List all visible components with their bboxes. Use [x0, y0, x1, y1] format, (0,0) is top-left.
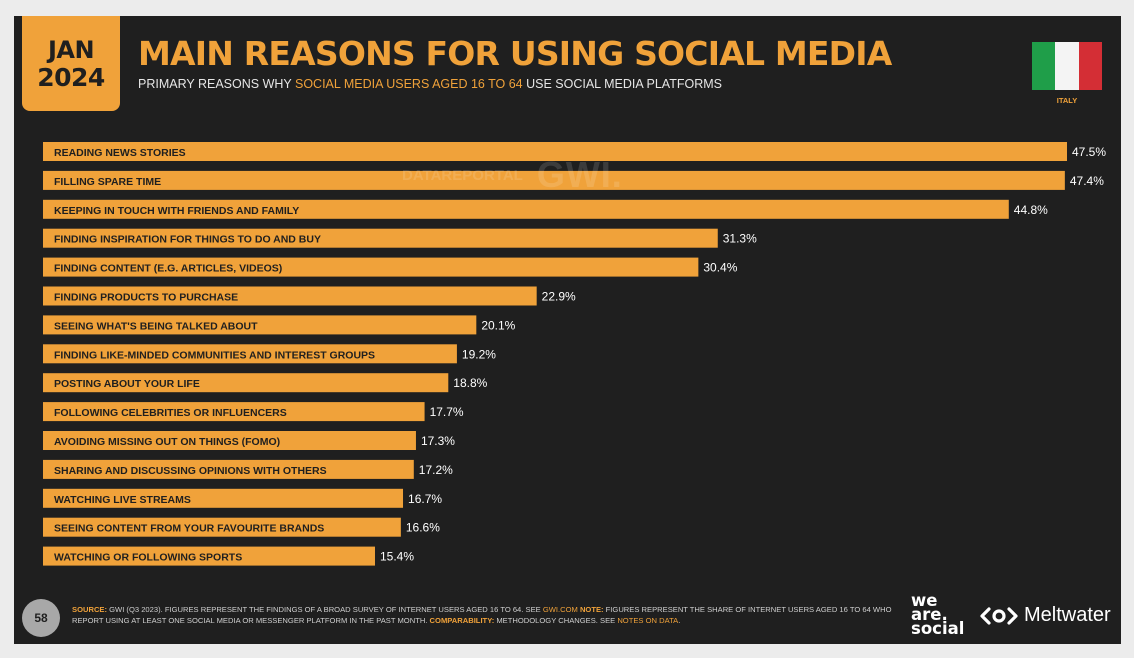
bar-category-label: FILLING SPARE TIME: [54, 176, 161, 188]
bar-category-label: POSTING ABOUT YOUR LIFE: [54, 378, 200, 390]
country-label: ITALY: [1056, 96, 1078, 105]
date-month: JAN: [47, 35, 95, 64]
meltwater-logo: Meltwater: [980, 604, 1111, 627]
bar: [43, 142, 1067, 161]
bar-category-label: READING NEWS STORIES: [54, 147, 186, 159]
comparability-label: COMPARABILITY:: [429, 616, 495, 625]
bar: [43, 344, 457, 364]
page-subtitle: PRIMARY REASONS WHY SOCIAL MEDIA USERS A…: [138, 77, 722, 91]
source-text: GWI (Q3 2023). FIGURES REPRESENT THE FIN…: [107, 605, 543, 614]
watermark-gwi: GWI.: [536, 154, 623, 195]
bar: [43, 257, 699, 277]
bar: [43, 228, 718, 248]
bar-category-label: FOLLOWING CELEBRITIES OR INFLUENCERS: [54, 407, 287, 419]
bar: [43, 402, 425, 422]
source-link[interactable]: GWI.COM: [542, 605, 578, 614]
date-badge: JAN 2024: [22, 16, 120, 111]
note-label: NOTE:: [577, 605, 604, 614]
bar: [43, 517, 401, 537]
date-year: 2024: [37, 62, 105, 92]
bar-category-label: SEEING WHAT'S BEING TALKED ABOUT: [54, 320, 258, 332]
brand-line-2: are.: [911, 605, 948, 624]
meltwater-mark-icon: [980, 606, 1018, 625]
page-number: 58: [22, 599, 60, 637]
flag-stripe-red: [1078, 42, 1102, 90]
flag-stripe-white: [1055, 42, 1079, 90]
page-title: MAIN REASONS FOR USING SOCIAL MEDIA: [138, 34, 892, 73]
comparability-text: METHODOLOGY CHANGES. SEE: [494, 616, 618, 625]
flag-stripe-green: [1032, 42, 1056, 90]
subtitle-pre: PRIMARY REASONS WHY: [138, 77, 295, 91]
bar-value-label: 16.6%: [406, 521, 440, 535]
we-are-social-logo: we are. social: [911, 591, 965, 638]
bar: [43, 546, 375, 566]
slide: JAN 2024 MAIN REASONS FOR USING SOCIAL M…: [14, 16, 1121, 644]
bar-category-label: KEEPING IN TOUCH WITH FRIENDS AND FAMILY: [54, 205, 299, 217]
bar-value-label: 47.5%: [1072, 145, 1106, 159]
notes-on-data-link[interactable]: NOTES ON DATA: [617, 616, 679, 625]
bar: [43, 170, 1065, 190]
bar: [43, 431, 416, 450]
bar-value-label: 19.2%: [462, 347, 496, 361]
bar-value-label: 30.4%: [703, 261, 737, 275]
bar-value-label: 17.7%: [430, 405, 464, 419]
note-text: FIGURES REPRESENT THE SHARE OF INTERNET …: [72, 605, 892, 625]
bar-value-label: 22.9%: [542, 290, 576, 304]
brand-line-3: social: [911, 619, 965, 638]
brand-line-1: we: [911, 591, 938, 610]
bar-category-label: FINDING CONTENT (E.G. ARTICLES, VIDEOS): [54, 263, 282, 275]
meltwater-wordmark: Meltwater: [1024, 604, 1111, 626]
bar-category-label: FINDING LIKE-MINDED COMMUNITIES AND INTE…: [54, 349, 375, 361]
bar-category-label: FINDING INSPIRATION FOR THINGS TO DO AND…: [54, 234, 321, 246]
bar-value-label: 44.8%: [1014, 203, 1048, 217]
bar-value-label: 17.3%: [421, 434, 455, 448]
bar-value-label: 20.1%: [481, 318, 515, 332]
bar: [43, 459, 414, 479]
bar-value-label: 15.4%: [380, 550, 414, 564]
bar-value-label: 31.3%: [723, 232, 757, 246]
bar-category-label: WATCHING OR FOLLOWING SPORTS: [54, 552, 242, 564]
comparability-end: .: [678, 616, 681, 625]
bar-value-label: 17.2%: [419, 463, 453, 477]
subtitle-post: USE SOCIAL MEDIA PLATFORMS: [522, 77, 722, 91]
source-label: SOURCE:: [72, 605, 108, 614]
watermark-datareportal: DATAREPORTAL: [402, 166, 523, 184]
bar-category-label: FINDING PRODUCTS TO PURCHASE: [54, 292, 238, 304]
bar-category-label: AVOIDING MISSING OUT ON THINGS (FOMO): [54, 436, 280, 448]
bar-value-label: 47.4%: [1070, 174, 1104, 188]
bar: [43, 315, 477, 335]
bar: [43, 286, 537, 306]
bar: [43, 488, 404, 508]
bar-value-label: 18.8%: [453, 376, 487, 390]
bar-category-label: SHARING AND DISCUSSING OPINIONS WITH OTH…: [54, 465, 327, 477]
footnote: SOURCE: GWI (Q3 2023). FIGURES REPRESENT…: [72, 604, 904, 626]
italy-flag-icon: [1032, 42, 1102, 90]
bar-category-label: SEEING CONTENT FROM YOUR FAVOURITE BRAND…: [54, 523, 324, 535]
bar-value-label: 16.7%: [408, 492, 442, 506]
subtitle-highlight: SOCIAL MEDIA USERS AGED 16 TO 64: [294, 77, 523, 91]
bar: [43, 373, 449, 393]
bar: [43, 199, 1009, 219]
bar-chart: READING NEWS STORIES 47.5% FILLING SPARE T…: [43, 142, 1106, 566]
watermark: DATAREPORTAL GWI.: [402, 154, 623, 196]
bar-category-label: WATCHING LIVE STREAMS: [54, 494, 191, 506]
